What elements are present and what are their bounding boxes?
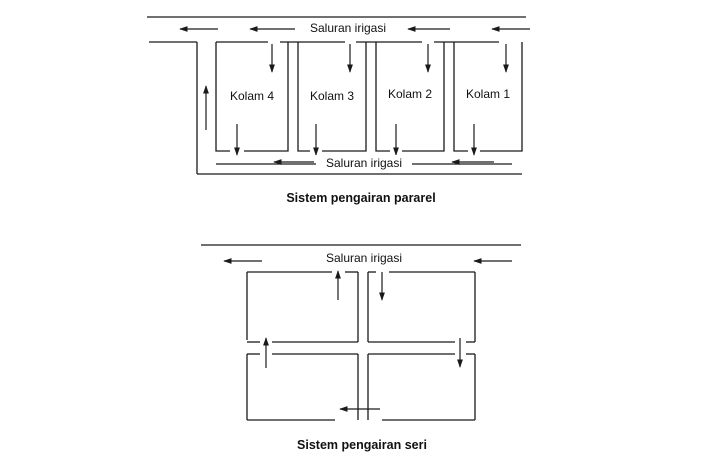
series-channel-label: Saluran irigasi <box>326 251 402 265</box>
series-system: Saluran irigasi Sistem pengairan seri <box>201 244 521 452</box>
parallel-outflow-arrows <box>234 124 477 156</box>
series-label-backdrop <box>318 250 410 265</box>
bottom-label-backdrop <box>316 155 412 170</box>
series-inner-dividers <box>247 272 475 420</box>
parallel-top-channel-bank <box>149 41 522 175</box>
pond-2 <box>375 42 445 152</box>
parallel-system: Saluran irigasi Saluran irigasi Kolam 4 … <box>147 16 530 205</box>
top-label-backdrop <box>300 20 396 35</box>
pond-3-label: Kolam 3 <box>310 89 354 103</box>
series-flow-arrows <box>223 258 512 412</box>
pond-4 <box>215 42 289 152</box>
parallel-bottom-channel-label: Saluran irigasi <box>326 156 402 170</box>
parallel-caption: Sistem pengairan pararel <box>286 191 435 205</box>
pond-1-label: Kolam 1 <box>466 87 510 101</box>
pond-4-label: Kolam 4 <box>230 89 274 103</box>
pond-3 <box>297 42 367 152</box>
parallel-top-channel-label: Saluran irigasi <box>310 21 386 35</box>
parallel-inflow-arrows <box>269 44 509 73</box>
pond-2-label: Kolam 2 <box>388 87 432 101</box>
series-caption: Sistem pengairan seri <box>297 438 427 452</box>
pond-1 <box>453 42 523 152</box>
series-outer-boundary <box>246 271 476 421</box>
